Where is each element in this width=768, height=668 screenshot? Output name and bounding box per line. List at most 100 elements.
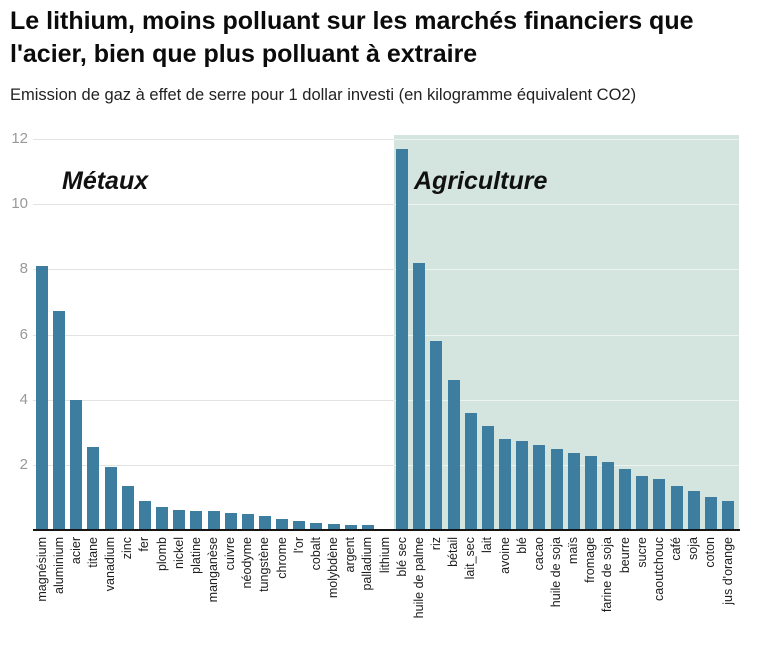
- y-tick-label: 4: [19, 390, 28, 408]
- x-label-fer: fer: [137, 537, 152, 552]
- y-tick-label: 8: [19, 260, 28, 278]
- x-label-molybdène: molybdène: [326, 537, 340, 599]
- bar-caoutchouc: [653, 479, 666, 530]
- x-label-caoutchouc: caoutchouc: [651, 537, 666, 601]
- x-label-café: café: [669, 537, 683, 561]
- panel-gridline: [393, 334, 739, 336]
- bar-cuivre: [224, 513, 237, 530]
- x-label-argent: argent: [343, 537, 358, 573]
- bar-maïs: [567, 452, 580, 530]
- panel-gridline: [393, 269, 739, 271]
- y-tick-label: 12: [11, 130, 28, 147]
- bar-tungstène: [258, 516, 271, 530]
- bar-jus-d-orange: [722, 501, 734, 530]
- bar-vanadium: [104, 466, 117, 530]
- bar-cobalt: [310, 523, 323, 530]
- x-label-magnésium: magnésium: [34, 537, 49, 602]
- bar-fromage: [584, 456, 597, 530]
- panel-gridline: [393, 204, 739, 206]
- panel-gridline: [393, 464, 739, 466]
- bar-coton: [704, 497, 717, 530]
- x-label-acier: acier: [68, 537, 83, 565]
- gridline: [33, 334, 738, 336]
- bar-café: [670, 486, 683, 530]
- x-label-lait: lait: [480, 537, 495, 553]
- bar-lait: [481, 425, 494, 530]
- gridline: [33, 139, 738, 140]
- x-label-tungstène: tungstène: [257, 537, 272, 592]
- bar-l-or: [293, 520, 306, 530]
- x-label-chrome: chrome: [274, 537, 289, 579]
- bar-argent: [344, 524, 357, 530]
- section-label-metals: Métaux: [62, 167, 149, 195]
- gridline: [33, 464, 738, 466]
- bar-soja: [687, 491, 700, 530]
- bar-titane: [87, 446, 100, 530]
- x-label-bétail: bétail: [446, 537, 461, 567]
- bar-farine-de-soja: [601, 462, 614, 530]
- x-label-blé-sec: blé sec: [394, 537, 409, 577]
- gridline: [33, 399, 738, 401]
- x-label-platine: platine: [188, 537, 203, 574]
- gridline: [33, 269, 738, 271]
- x-label-cacao: cacao: [531, 537, 546, 571]
- x-label-plomb: plomb: [154, 537, 169, 572]
- x-label-soja: soja: [686, 537, 701, 560]
- bar-bétail: [447, 380, 460, 530]
- x-label-huile-de-palme: huile de palme: [411, 537, 426, 619]
- x-axis-line: [33, 529, 740, 531]
- x-label-cobalt: cobalt: [308, 537, 323, 571]
- bar-molybdène: [327, 523, 340, 530]
- x-label-zinc: zinc: [120, 537, 135, 560]
- title-line-1: Le lithium, moins polluant sur les march…: [10, 7, 694, 35]
- x-label-riz: riz: [428, 537, 443, 551]
- x-label-jus-d-orange: jus d'orange: [720, 537, 735, 605]
- y-tick-label: 6: [19, 325, 28, 343]
- x-label-titane: titane: [85, 537, 100, 568]
- bar-blé: [516, 441, 529, 530]
- bar-palladium: [361, 525, 374, 530]
- panel-gridline: [393, 139, 739, 140]
- x-label-nickel: nickel: [171, 537, 186, 569]
- x-label-l-or: l'or: [291, 537, 306, 554]
- x-label-fromage: fromage: [583, 537, 598, 583]
- x-label-palladium: palladium: [360, 537, 375, 591]
- bar-blé-sec: [396, 148, 409, 530]
- x-label-lithium: lithium: [377, 537, 392, 574]
- x-label-vanadium: vanadium: [103, 537, 118, 592]
- x-label-lait-sec: lait_sec: [463, 537, 478, 580]
- bar-avoine: [499, 439, 511, 530]
- gridline: [33, 204, 738, 206]
- page-title: Le lithium, moins polluant sur les march…: [10, 5, 766, 71]
- bar-acier: [70, 399, 83, 530]
- bar-huile-de-soja: [550, 449, 563, 530]
- x-label-coton: coton: [703, 537, 718, 568]
- x-label-blé: blé: [514, 537, 529, 554]
- bar-néodyme: [241, 513, 254, 530]
- section-label-agriculture: Agriculture: [414, 167, 548, 195]
- x-label-néodyme: néodyme: [240, 537, 255, 589]
- x-label-farine-de-soja: farine de soja: [600, 537, 615, 613]
- bar-chrome: [276, 519, 289, 530]
- x-label-huile-de-soja: huile de soja: [549, 537, 563, 608]
- bar-manganèse: [207, 511, 220, 530]
- bar-plomb: [156, 507, 168, 530]
- x-label-cuivre: cuivre: [223, 537, 238, 571]
- bar-fer: [138, 500, 151, 530]
- x-label-maïs: maïs: [566, 537, 581, 565]
- x-label-beurre: beurre: [617, 537, 632, 574]
- chart-subtitle: Emission de gaz à effet de serre pour 1 …: [10, 86, 637, 104]
- bar-sucre: [636, 476, 649, 530]
- panel-gridline: [393, 399, 739, 401]
- bar-huile-de-palme: [413, 262, 426, 530]
- x-label-manganèse: manganèse: [206, 537, 220, 603]
- title-line-2: l'acier, bien que plus polluant à extrai…: [10, 40, 478, 68]
- x-label-sucre: sucre: [634, 537, 649, 568]
- bar-nickel: [173, 509, 186, 530]
- bar-magnésium: [36, 266, 48, 530]
- bar-beurre: [619, 469, 632, 530]
- bar-zinc: [121, 486, 134, 530]
- x-label-avoine: avoine: [497, 537, 512, 574]
